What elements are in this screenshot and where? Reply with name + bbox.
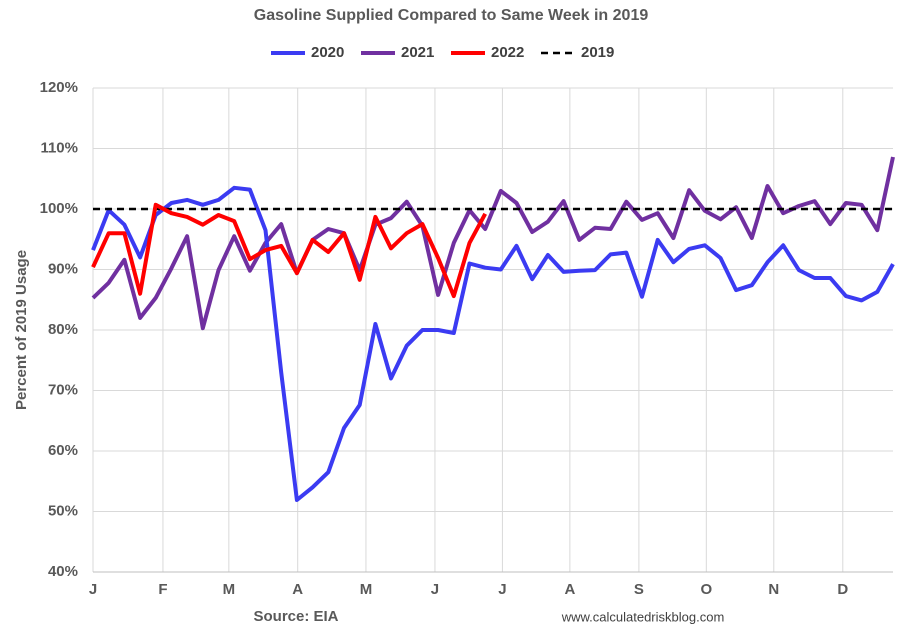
y-tick-label: 100%: [40, 200, 78, 217]
y-tick-label: 80%: [48, 321, 78, 338]
x-tick-label: M: [360, 581, 373, 598]
x-tick-label: J: [89, 581, 97, 598]
y-tick-label: 120%: [40, 79, 78, 96]
x-tick-label: O: [700, 581, 712, 598]
legend-label: 2019: [581, 44, 614, 61]
x-tick-label: J: [498, 581, 506, 598]
chart-title: Gasoline Supplied Compared to Same Week …: [254, 7, 649, 24]
y-axis-label: Percent of 2019 Usage: [13, 250, 30, 410]
x-tick-label: N: [768, 581, 779, 598]
x-tick-label: F: [158, 581, 167, 598]
legend-label: 2021: [401, 44, 434, 61]
y-tick-label: 90%: [48, 260, 78, 277]
legend-label: 2020: [311, 44, 344, 61]
credit: www.calculatedriskblog.com: [561, 609, 725, 624]
x-tick-label: S: [634, 581, 644, 598]
source: Source: EIA: [253, 608, 338, 625]
x-tick-label: A: [564, 581, 575, 598]
y-tick-label: 70%: [48, 381, 78, 398]
y-tick-label: 60%: [48, 442, 78, 459]
x-tick-label: M: [223, 581, 236, 598]
series-line: [91, 202, 487, 299]
series-line: [91, 185, 895, 502]
legend-label: 2022: [491, 44, 524, 61]
y-tick-label: 40%: [48, 563, 78, 580]
x-tick-label: D: [837, 581, 848, 598]
x-tick-label: J: [431, 581, 439, 598]
y-tick-label: 110%: [40, 139, 78, 156]
y-tick-label: 50%: [48, 502, 78, 519]
x-tick-label: A: [292, 581, 303, 598]
